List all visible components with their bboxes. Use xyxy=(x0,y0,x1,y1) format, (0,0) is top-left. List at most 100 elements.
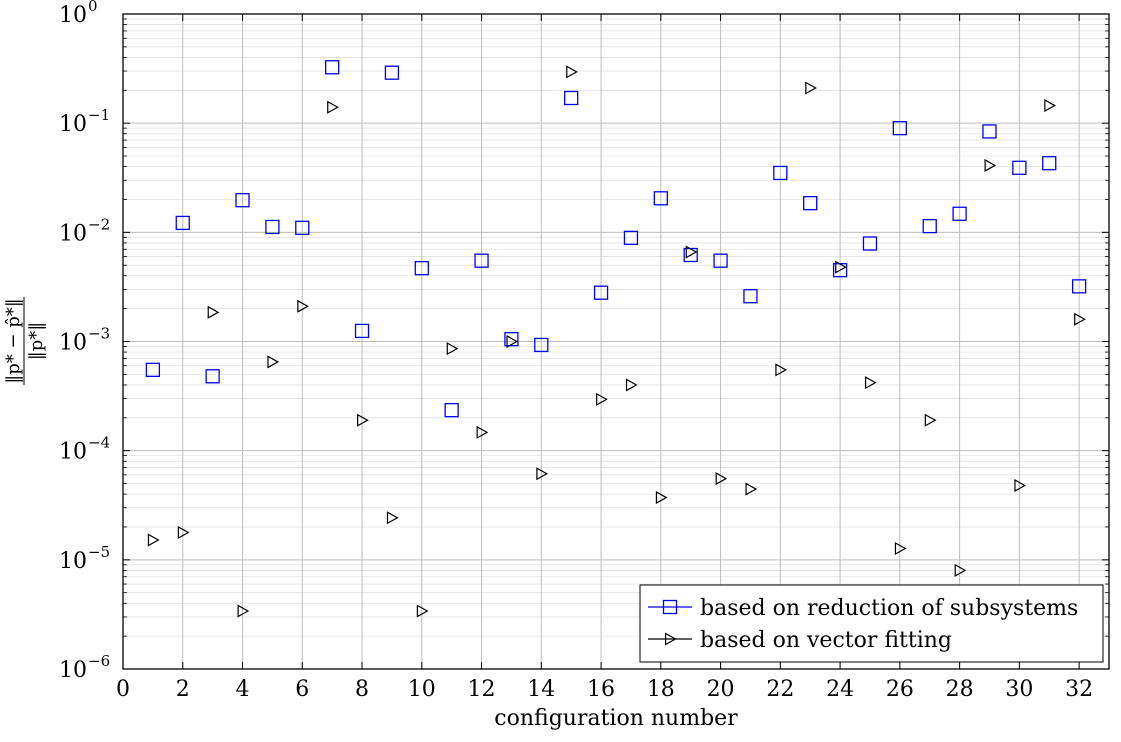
data-point-square xyxy=(175,215,190,231)
data-point-square xyxy=(892,121,907,136)
y-tick-label: 10 xyxy=(59,331,87,356)
data-point-triangle xyxy=(1074,312,1086,326)
y-tick-label-exponent: 0 xyxy=(88,0,98,15)
data-point-triangle xyxy=(147,533,160,547)
data-point-square xyxy=(713,253,728,268)
data-point-square xyxy=(265,219,280,235)
tick-labels: 10 010 −110 −210 −310 −410 −510 −60 2 4 6 8 10 12 14 16… xyxy=(59,0,1093,702)
legend-marker-triangle xyxy=(664,632,677,646)
x-tick-label: 32 xyxy=(1065,677,1093,702)
data-point-triangle xyxy=(357,413,369,427)
x-tick-label: 22 xyxy=(766,677,794,702)
y-tick-label-exponent: −3 xyxy=(88,325,110,343)
data-point-triangle xyxy=(924,413,937,427)
plot-frame xyxy=(122,13,1110,670)
y-tick-label-exponent: −4 xyxy=(88,434,110,452)
data-point-triangle xyxy=(1014,478,1027,492)
x-tick-label: 14 xyxy=(527,677,555,702)
data-point-triangle xyxy=(566,65,578,79)
data-point-triangle xyxy=(596,392,608,406)
data-point-square xyxy=(1071,279,1087,294)
data-point-triangle xyxy=(864,376,877,390)
y-tick-label: 10 xyxy=(59,3,87,28)
data-point-square xyxy=(773,165,788,181)
data-point-triangle xyxy=(1044,99,1056,113)
x-tick-label: 4 xyxy=(236,677,250,702)
x-tick-label: 16 xyxy=(587,677,615,702)
x-tick-label: 0 xyxy=(116,677,130,702)
y-tick-label: 10 xyxy=(59,658,87,683)
data-point-square xyxy=(982,124,997,139)
x-tick-label: 12 xyxy=(468,677,496,702)
data-point-triangle xyxy=(894,541,907,556)
data-point-triangle xyxy=(745,482,758,496)
data-point-triangle xyxy=(954,563,967,577)
data-point-square xyxy=(205,369,220,384)
data-point-square xyxy=(653,191,668,206)
data-point-square xyxy=(474,253,489,268)
data-point-triangle xyxy=(327,100,339,114)
y-tick-label: 10 xyxy=(59,112,87,137)
data-point-triangle xyxy=(835,260,847,274)
x-tick-label: 26 xyxy=(886,677,914,702)
y-tick-label-exponent: −1 xyxy=(88,106,110,124)
data-point-square xyxy=(325,60,340,75)
data-point-triangle xyxy=(506,334,519,349)
data-point-triangle xyxy=(715,472,728,486)
data-point-square xyxy=(743,289,758,304)
data-point-square xyxy=(862,236,878,251)
series-reduction xyxy=(145,60,1087,418)
data-point-square xyxy=(145,362,161,377)
data-point-triangle xyxy=(984,158,997,172)
y-tick-label: 10 xyxy=(59,440,87,465)
data-point-triangle xyxy=(685,245,698,259)
data-point-triangle xyxy=(625,378,638,392)
y-tick-label-exponent: −6 xyxy=(88,652,110,670)
x-tick-label: 10 xyxy=(408,677,436,702)
x-axis-label: configuration number xyxy=(494,706,738,731)
x-tick-label: 6 xyxy=(295,677,309,702)
grid xyxy=(122,13,1109,670)
data-point-square xyxy=(235,193,250,208)
x-tick-label: 18 xyxy=(647,677,675,702)
y-tick-label-exponent: −5 xyxy=(88,543,110,561)
axis-ticks xyxy=(122,13,1109,670)
data-point-square xyxy=(354,323,370,339)
data-point-square xyxy=(295,220,310,235)
data-point-square xyxy=(564,90,579,106)
x-tick-label: 24 xyxy=(826,677,854,702)
y-tick-label: 10 xyxy=(59,549,87,574)
legend-entry-reduction: based on reduction of subsystems xyxy=(700,596,1078,621)
data-point-triangle xyxy=(775,363,788,377)
data-point-triangle xyxy=(476,425,489,439)
data-point-square xyxy=(444,403,459,418)
data-point-triangle xyxy=(386,511,399,525)
data-point-triangle xyxy=(237,604,250,618)
y-axis-label-denominator: ‖p*‖ xyxy=(26,322,47,361)
data-point-triangle xyxy=(655,491,668,505)
y-tick-label: 10 xyxy=(59,221,87,246)
x-tick-label: 28 xyxy=(946,677,974,702)
data-point-square xyxy=(593,285,609,300)
data-point-square xyxy=(623,230,639,246)
x-tick-label: 30 xyxy=(1005,677,1033,702)
legend: based on reduction of subsystems based o… xyxy=(639,584,1104,663)
data-point-square xyxy=(534,337,549,353)
series-vector-fitting xyxy=(147,65,1086,618)
data-point-triangle xyxy=(207,305,220,319)
legend-entry-vector-fitting: based on vector fitting xyxy=(700,628,952,653)
data-point-square xyxy=(803,196,818,211)
legend-marker-square xyxy=(662,599,678,615)
data-point-square xyxy=(1012,160,1027,175)
x-tick-label: 2 xyxy=(176,677,190,702)
y-axis-label: ‖p* − p̂*‖ ‖p*‖ xyxy=(3,297,47,385)
data-point-square xyxy=(414,260,429,276)
y-axis-label-numerator: ‖p* − p̂*‖ xyxy=(3,298,24,384)
y-tick-label-exponent: −2 xyxy=(88,215,110,233)
data-point-triangle xyxy=(805,81,817,95)
data-point-square xyxy=(384,65,400,80)
data-point-square xyxy=(1042,156,1057,171)
data-point-triangle xyxy=(267,355,280,369)
data-point-square xyxy=(952,206,967,221)
x-tick-label: 8 xyxy=(355,677,369,702)
